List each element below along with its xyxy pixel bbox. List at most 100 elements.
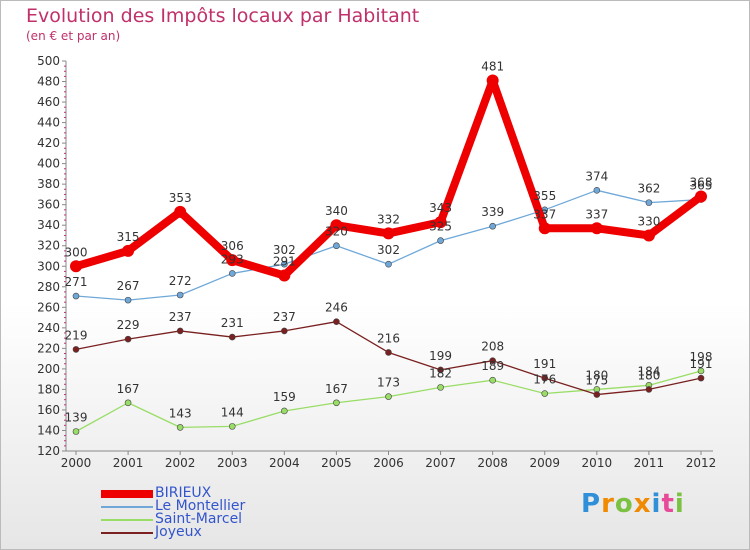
data-point-joyeux	[697, 374, 705, 382]
data-label-le-montellier: 267	[117, 279, 140, 293]
data-label-birieux: 353	[169, 191, 192, 205]
data-label-le-montellier: 325	[429, 220, 452, 234]
data-label-joyeux: 231	[221, 316, 244, 330]
data-label-le-montellier: 362	[637, 182, 660, 196]
data-point-joyeux	[176, 327, 184, 335]
data-label-le-montellier: 293	[221, 252, 244, 266]
data-point-birieux	[590, 222, 603, 235]
legend-item-le-montellier: Le Montellier	[101, 498, 301, 514]
data-point-saint-marcel	[281, 407, 288, 415]
data-point-le-montellier	[124, 296, 132, 304]
legend-label: Joyeux	[155, 524, 202, 540]
legend-swatch	[101, 532, 153, 534]
data-label-birieux: 343	[429, 201, 452, 215]
logo-letter: i	[651, 489, 662, 519]
data-point-le-montellier	[176, 291, 184, 299]
data-label-joyeux: 208	[481, 340, 504, 354]
data-label-joyeux: 229	[117, 318, 140, 332]
chart-title: Evolution des Impôts locaux par Habitant	[26, 5, 420, 27]
data-point-joyeux	[385, 349, 392, 356]
data-label-saint-marcel: 173	[377, 376, 400, 390]
data-point-birieux	[122, 244, 135, 257]
data-point-birieux	[695, 190, 707, 203]
x-tick-label: 2009	[529, 456, 560, 470]
data-label-le-montellier: 355	[533, 189, 556, 203]
data-point-birieux	[486, 74, 499, 87]
logo-letter: x	[633, 489, 652, 519]
data-label-joyeux: 237	[273, 310, 296, 324]
y-tick-label: 480	[37, 75, 60, 89]
data-label-birieux: 481	[481, 60, 504, 74]
data-point-birieux	[642, 229, 655, 242]
data-label-birieux: 330	[637, 214, 660, 228]
data-label-le-montellier: 302	[377, 243, 400, 257]
data-label-birieux: 306	[221, 239, 244, 253]
data-label-le-montellier: 272	[169, 274, 192, 288]
y-tick-label: 280	[37, 280, 60, 294]
data-label-joyeux: 216	[377, 331, 400, 345]
chart-subtitle: (en € et par an)	[26, 29, 121, 43]
chart-axes: 120 140 160 180 200 220 240 260 280 300 320 340 360 3…	[37, 54, 716, 470]
data-point-birieux	[226, 254, 239, 267]
data-point-joyeux	[437, 366, 444, 374]
data-point-saint-marcel	[385, 393, 392, 400]
data-point-saint-marcel	[697, 367, 705, 375]
legend-item-birieux: BIRIEUX	[101, 485, 301, 501]
data-point-le-montellier	[437, 237, 444, 244]
data-label-saint-marcel: 139	[65, 411, 88, 425]
data-label-birieux: 337	[533, 207, 556, 221]
logo-letter: r	[601, 489, 615, 519]
logo-letter: P	[581, 489, 602, 519]
data-label-joyeux: 237	[169, 310, 192, 324]
y-tick-label: 500	[37, 54, 60, 68]
y-tick-label: 140	[37, 423, 60, 437]
data-point-joyeux	[593, 391, 601, 398]
data-point-joyeux	[72, 346, 80, 353]
data-label-le-montellier: 339	[481, 205, 504, 219]
y-tick-label: 180	[37, 382, 60, 396]
x-tick-label: 2010	[582, 456, 613, 470]
legend-label: Le Montellier	[155, 498, 246, 514]
data-label-birieux: 332	[377, 212, 400, 226]
data-point-le-montellier	[593, 187, 601, 194]
data-point-le-montellier	[645, 199, 653, 206]
data-labels: 300 315 353 306 291 340 332 343 481 337 337 330 368 2…	[65, 60, 713, 425]
legend-item-joyeux: Joyeux	[101, 524, 301, 540]
data-label-saint-marcel: 159	[273, 390, 296, 404]
data-point-le-montellier	[228, 270, 236, 277]
data-label-le-montellier: 374	[585, 169, 608, 183]
data-point-joyeux	[281, 327, 288, 335]
data-label-saint-marcel: 143	[169, 406, 192, 420]
y-tick-label: 460	[37, 95, 60, 109]
data-point-birieux	[434, 216, 447, 229]
legend-label: BIRIEUX	[155, 485, 212, 501]
data-label-joyeux: 199	[429, 349, 452, 363]
y-tick-label: 200	[37, 362, 60, 376]
y-tick-label: 340	[37, 218, 60, 232]
x-tick-label: 2008	[477, 456, 508, 470]
x-tick-label: 2006	[373, 456, 404, 470]
legend-swatch	[101, 519, 153, 521]
y-tick-label: 440	[37, 116, 60, 130]
data-label-saint-marcel: 176	[533, 373, 556, 387]
data-label-joyeux: 180	[637, 368, 660, 382]
data-point-le-montellier	[333, 242, 340, 250]
y-tick-label: 300	[37, 259, 60, 273]
logo-letter: o	[614, 489, 634, 519]
data-label-birieux: 340	[325, 204, 348, 218]
data-label-saint-marcel: 182	[429, 366, 452, 380]
x-tick-label: 2007	[425, 456, 456, 470]
y-tick-label: 220	[37, 341, 60, 355]
proxiti-logo: Proxiti	[581, 489, 685, 519]
data-label-joyeux: 191	[533, 357, 556, 371]
y-tick-label: 400	[37, 157, 60, 171]
data-point-joyeux	[541, 374, 549, 382]
data-point-joyeux	[124, 335, 132, 343]
chart-legend: BIRIEUX Le Montellier Saint-Marcel Joyeu…	[101, 485, 301, 540]
data-label-le-montellier: 271	[65, 275, 88, 289]
data-point-birieux	[174, 205, 187, 218]
data-point-le-montellier	[281, 260, 288, 268]
data-point-birieux	[382, 227, 395, 240]
data-label-saint-marcel: 180	[585, 368, 608, 382]
